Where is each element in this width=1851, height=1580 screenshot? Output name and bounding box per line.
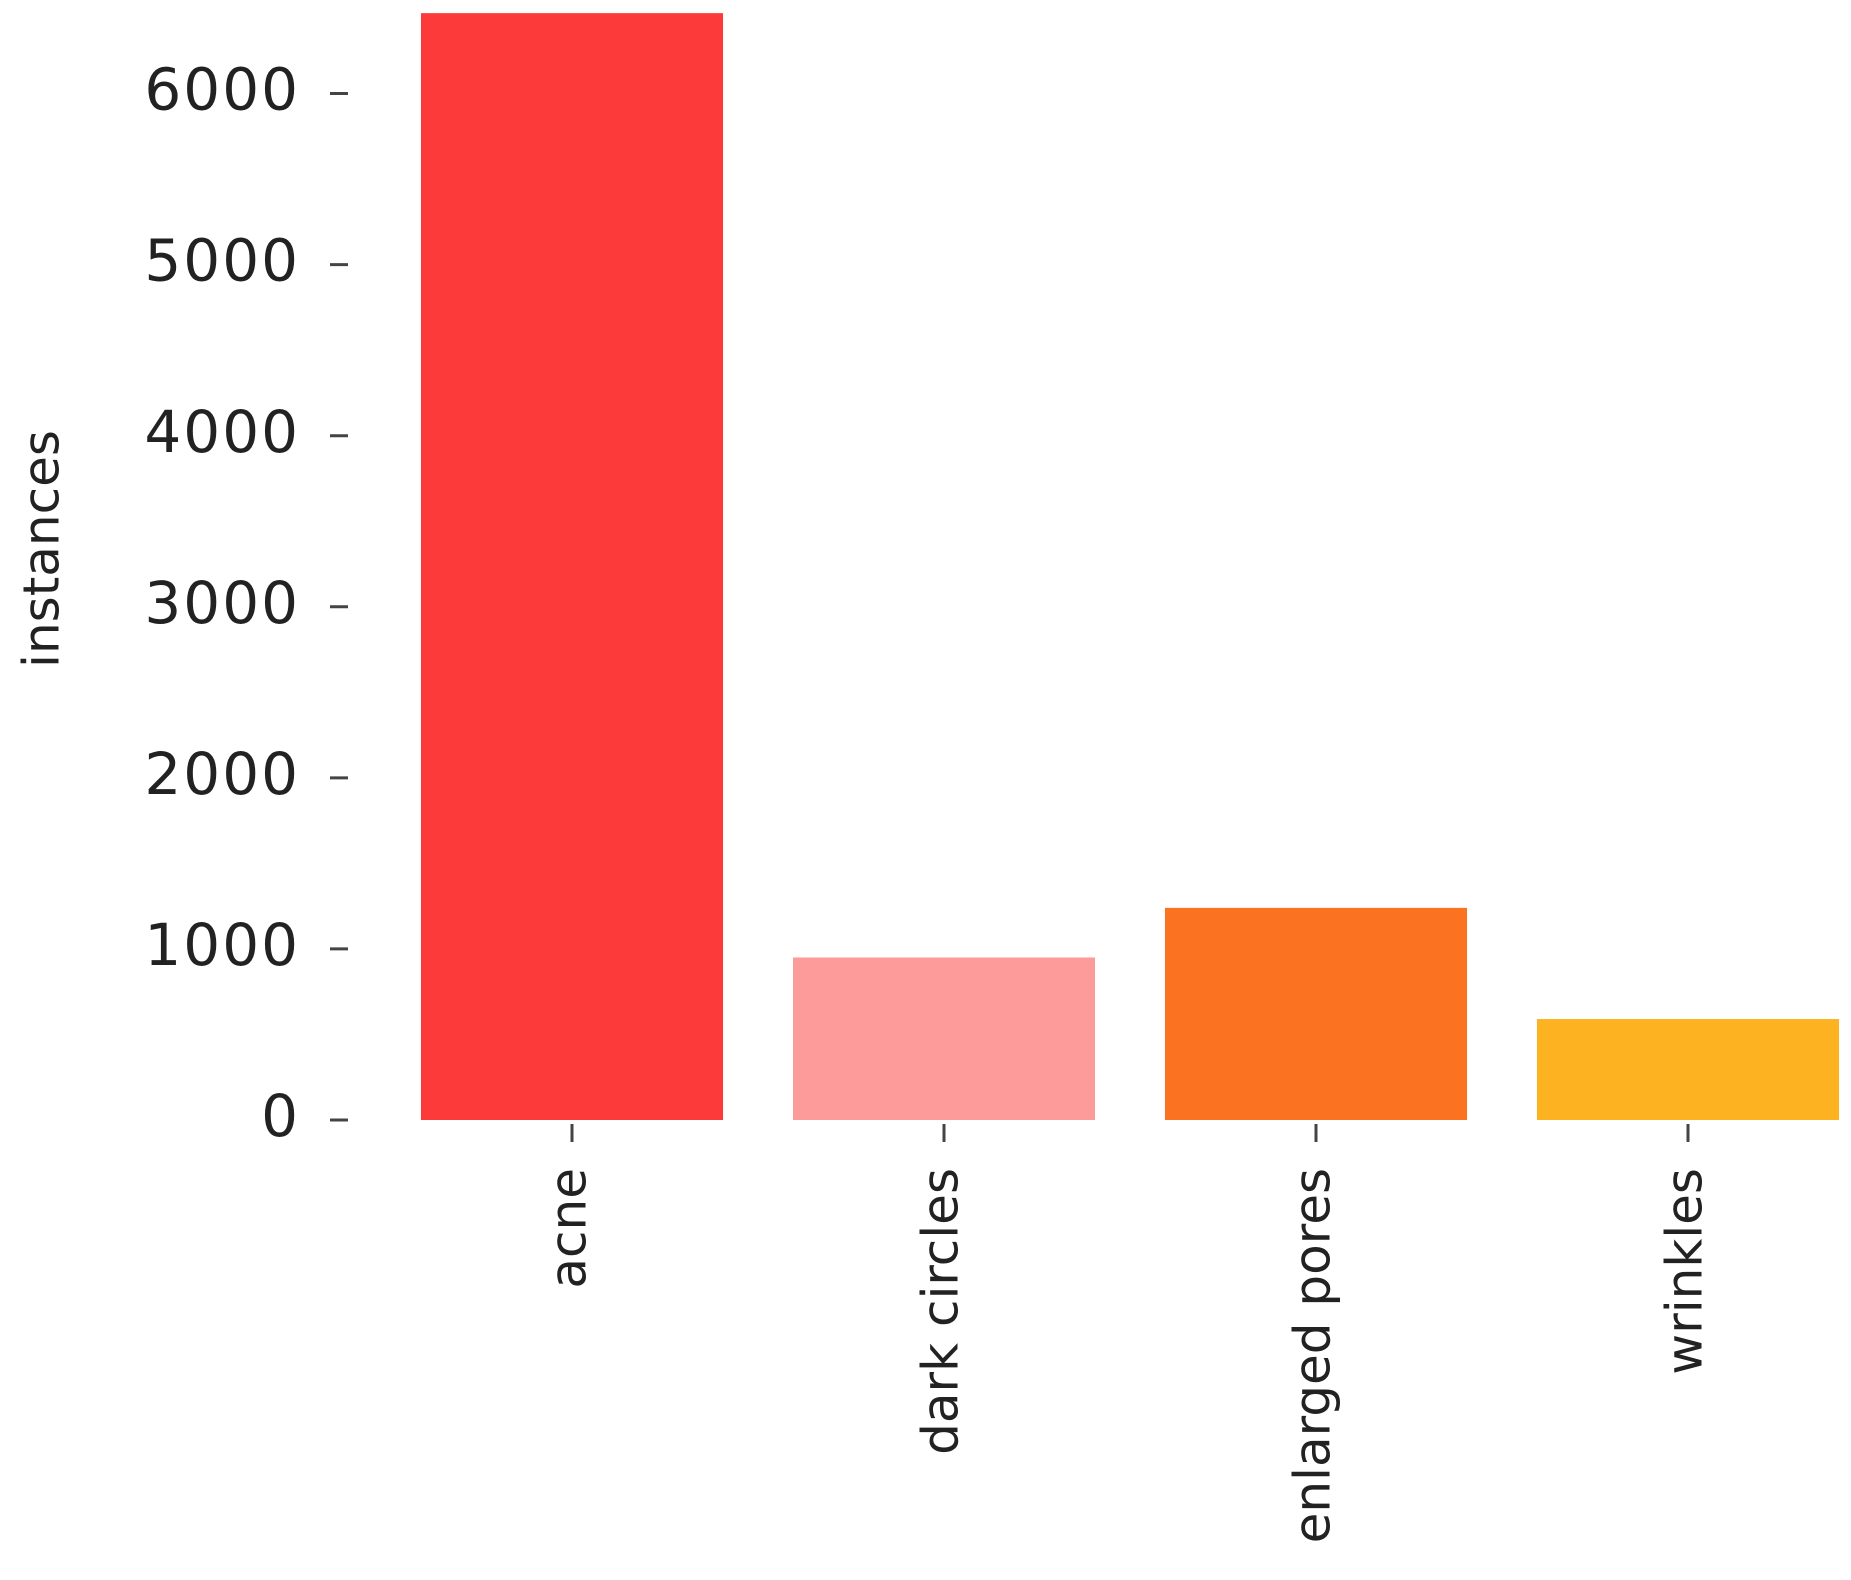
y-tick-label: 6000: [144, 56, 300, 124]
y-axis-label: instances: [13, 430, 71, 668]
x-tick-label: acne: [540, 1168, 598, 1289]
bar: [1536, 1019, 1840, 1120]
bar: [420, 13, 724, 1120]
y-tick-label: 5000: [144, 227, 300, 295]
x-tick-label: wrinkles: [1656, 1168, 1714, 1375]
y-tick-label: 3000: [144, 569, 300, 637]
bar: [1164, 907, 1468, 1120]
y-tick-label: 2000: [144, 740, 300, 808]
x-tick-label: dark circles: [912, 1168, 970, 1455]
bar: [792, 957, 1096, 1120]
y-tick-label: 4000: [144, 398, 300, 466]
y-tick-label: 0: [261, 1082, 300, 1150]
x-tick-label: enlarged pores: [1284, 1168, 1342, 1543]
y-tick-label: 1000: [144, 911, 300, 979]
